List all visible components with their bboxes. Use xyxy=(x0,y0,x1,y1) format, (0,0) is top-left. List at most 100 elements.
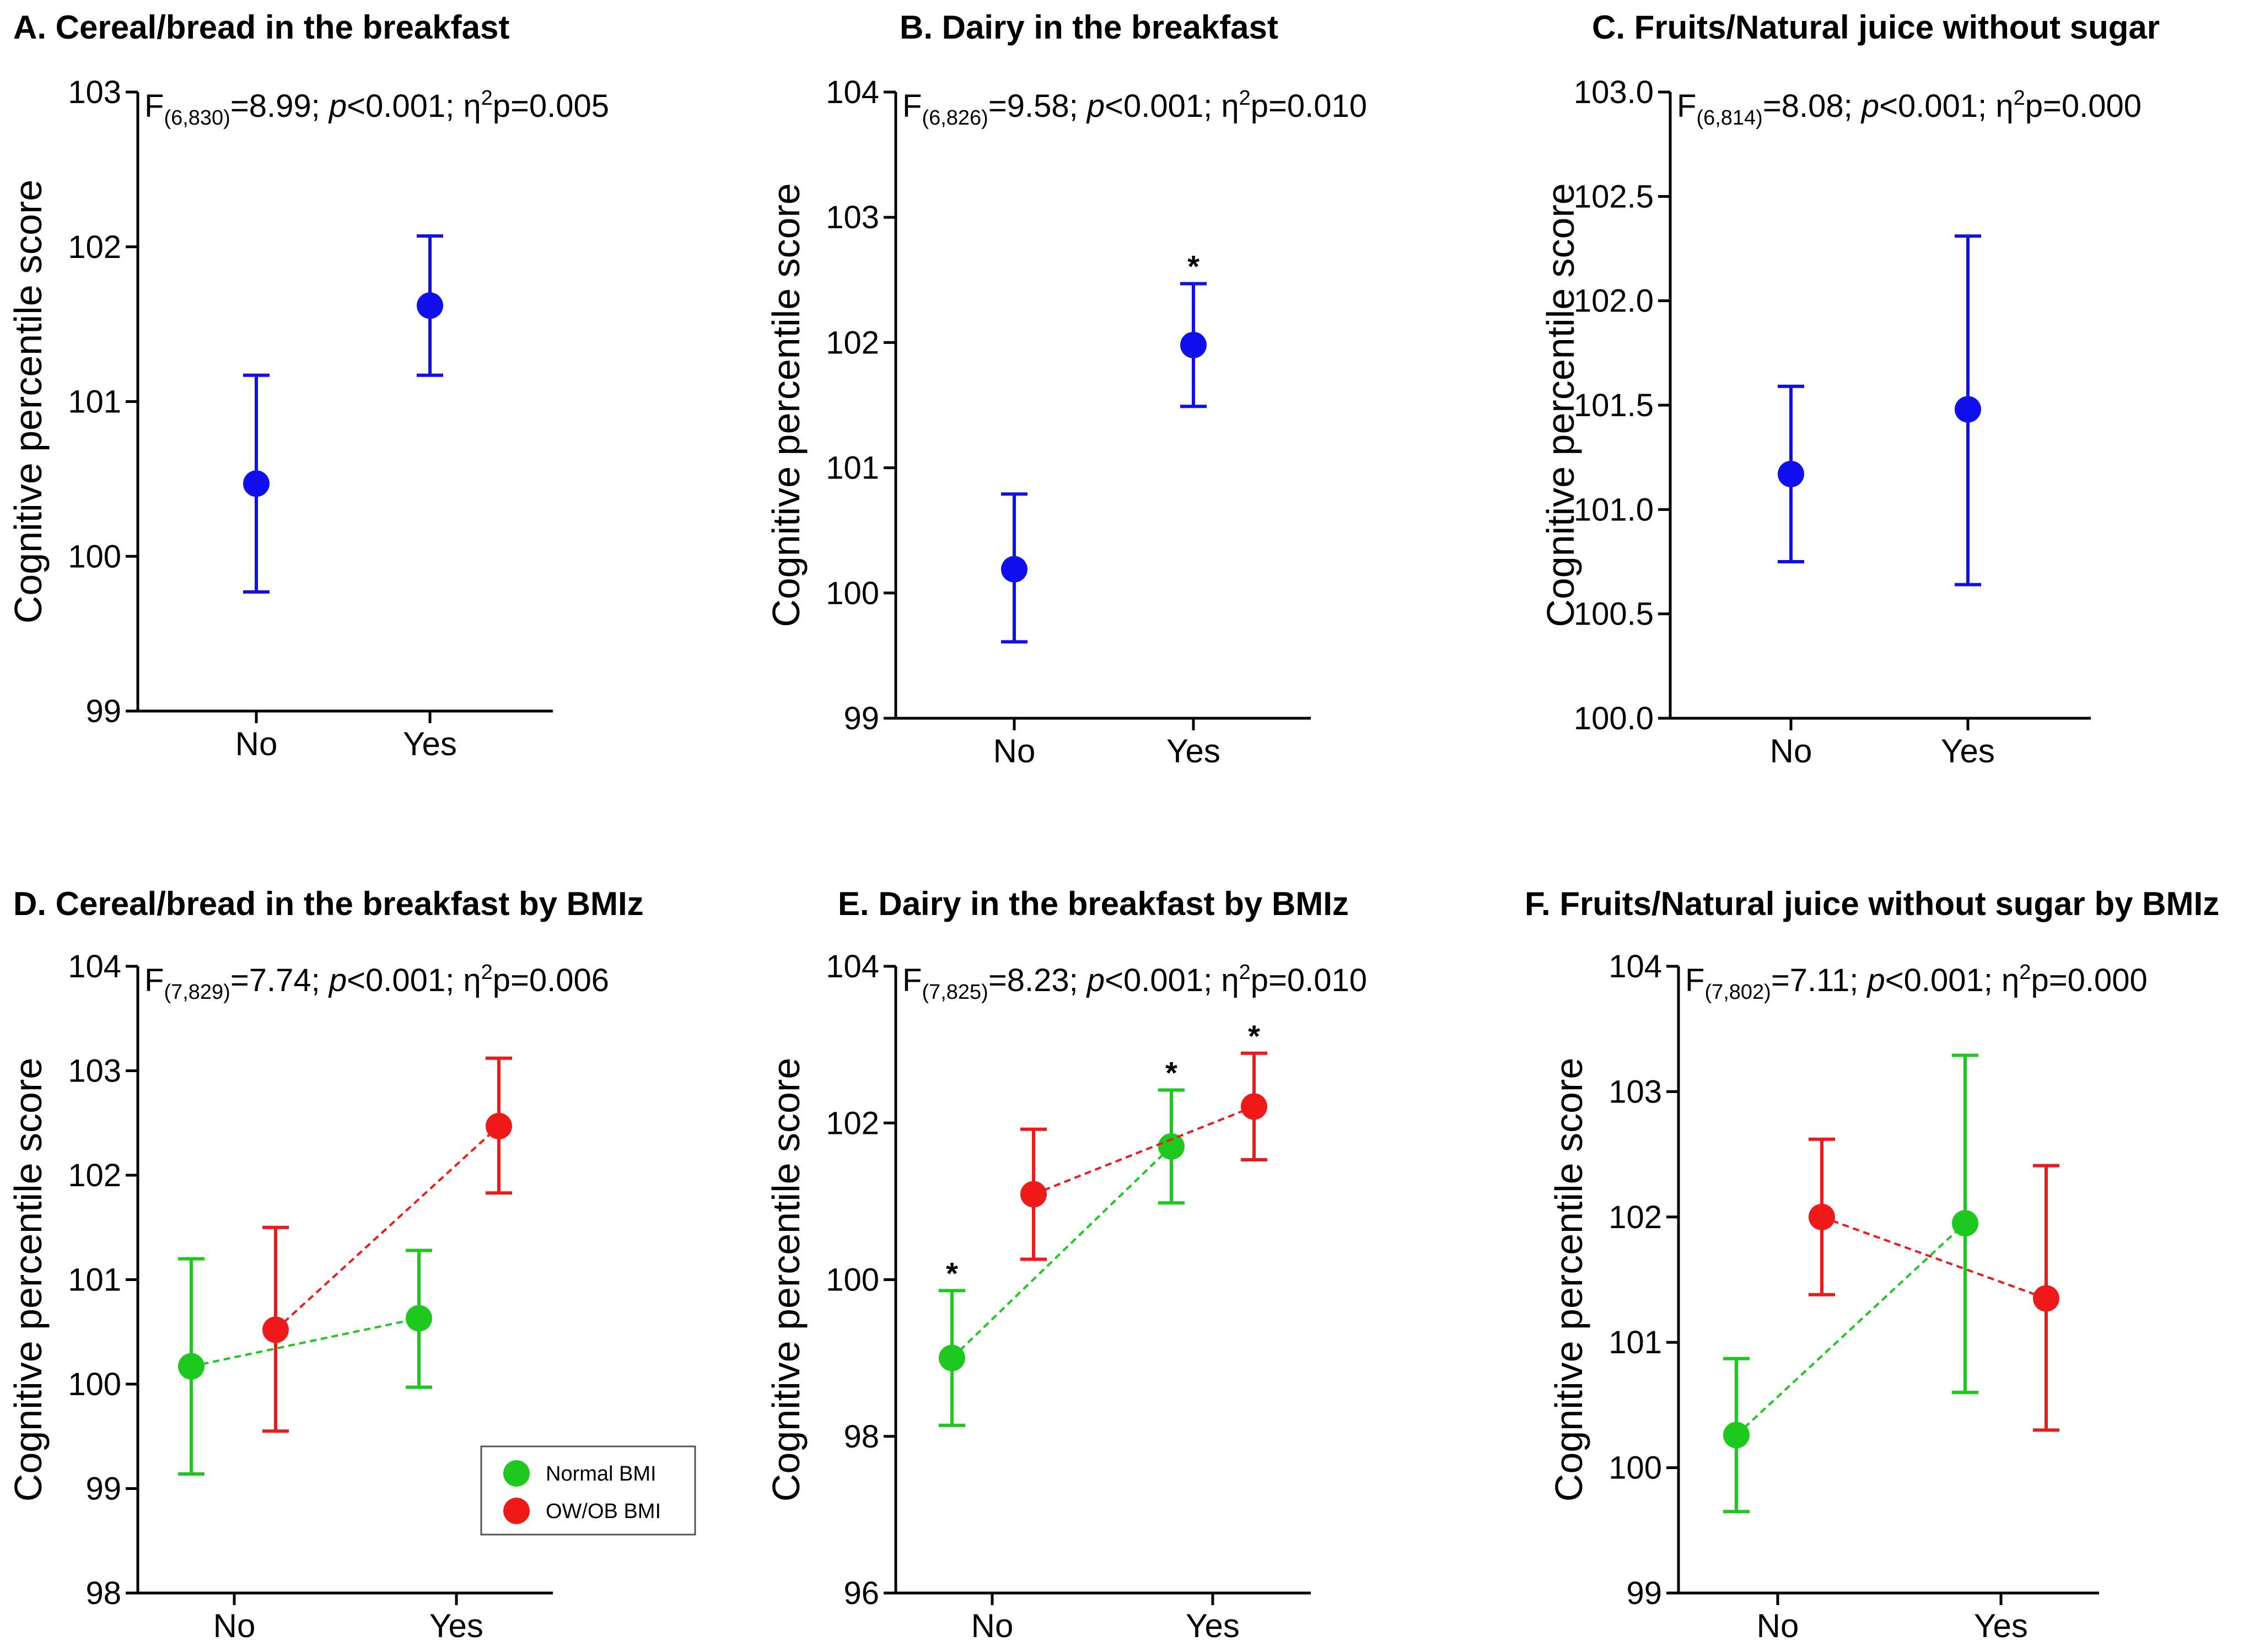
y-axis-label: Cognitive percentile score xyxy=(765,1058,808,1502)
y-tick-label: 100 xyxy=(68,539,121,574)
y-tick-label: 103.0 xyxy=(1574,74,1654,110)
chart-title: A. Cereal/bread in the breakfast xyxy=(13,9,509,46)
data-point xyxy=(1158,1133,1185,1160)
chart-panel-a: A. Cereal/bread in the breakfast 99 100 101… xyxy=(7,9,609,762)
stat-text: F(7,802)=7.11; p<0.001; η2p=0.000 xyxy=(1685,961,2148,1004)
y-axis-label: Cognitive percentile score xyxy=(1547,1058,1590,1502)
x-tick-label: Yes xyxy=(1941,733,1995,770)
y-tick-label: 100 xyxy=(1608,1450,1662,1486)
y-tick-label: 100 xyxy=(826,1262,879,1298)
x-tick-label: No xyxy=(993,733,1036,770)
y-tick-label: 102.0 xyxy=(1574,283,1654,319)
legend-label: Normal BMI xyxy=(546,1462,657,1486)
stat-text: F(7,829)=7.74; p<0.001; η2p=0.006 xyxy=(144,961,609,1004)
y-tick-label: 101 xyxy=(1608,1325,1662,1360)
y-tick-label: 102 xyxy=(68,1158,121,1193)
y-tick-label: 102 xyxy=(68,229,121,265)
data-point xyxy=(1952,1210,1978,1237)
y-tick-label: 102.5 xyxy=(1574,179,1654,214)
chart-title: E. Dairy in the breakfast by BMIz xyxy=(838,885,1349,922)
x-tick-label: Yes xyxy=(1186,1607,1240,1644)
data-point xyxy=(1001,556,1027,583)
y-tick-label: 99 xyxy=(1626,1575,1662,1611)
chart-title: C. Fruits/Natural juice without sugar xyxy=(1592,9,2160,46)
series-line xyxy=(1735,1222,1966,1436)
data-point xyxy=(1778,460,1804,487)
y-tick-label: 98 xyxy=(85,1575,121,1611)
stat-text: F(7,825)=8.23; p<0.001; η2p=0.010 xyxy=(902,961,1367,1004)
y-tick-label: 96 xyxy=(843,1575,879,1611)
y-tick-label: 99 xyxy=(843,701,879,736)
y-tick-label: 103 xyxy=(1608,1074,1662,1110)
significance-marker: * xyxy=(1248,1019,1260,1053)
stat-text: F(6,826)=9.58; p<0.001; η2p=0.010 xyxy=(902,87,1367,130)
legend-label: OW/OB BMI xyxy=(546,1500,661,1523)
chart-panel-c: C. Fruits/Natural juice without sugar 100… xyxy=(1539,9,2160,770)
series-line xyxy=(191,1317,419,1368)
y-tick-label: 100 xyxy=(68,1366,121,1402)
chart-title: F. Fruits/Natural juice without sugar by… xyxy=(1525,885,2219,922)
x-tick-label: No xyxy=(1757,1607,1799,1644)
y-axis-label: Cognitive percentile score xyxy=(7,1058,50,1502)
y-tick-label: 101 xyxy=(68,1262,121,1298)
significance-marker: * xyxy=(946,1256,958,1290)
y-tick-label: 99 xyxy=(85,693,121,729)
y-tick-label: 103 xyxy=(68,1053,121,1089)
y-tick-label: 102 xyxy=(826,1105,879,1141)
y-tick-label: 101 xyxy=(68,384,121,420)
x-tick-label: Yes xyxy=(429,1607,483,1644)
data-point xyxy=(243,470,270,497)
series-line xyxy=(1821,1215,2047,1300)
x-tick-label: No xyxy=(213,1607,256,1644)
data-point xyxy=(262,1316,289,1343)
y-tick-label: 100.0 xyxy=(1574,701,1654,736)
y-tick-label: 100 xyxy=(826,575,879,611)
data-point xyxy=(939,1344,965,1371)
y-axis-label: Cognitive percentile score xyxy=(7,180,50,623)
x-tick-label: Yes xyxy=(1974,1607,2028,1644)
chart-panel-d: D. Cereal/bread in the breakfast by BMIz… xyxy=(7,885,696,1644)
chart-title: B. Dairy in the breakfast xyxy=(900,9,1278,46)
data-point xyxy=(1020,1181,1047,1208)
legend-marker xyxy=(503,1498,530,1524)
data-point xyxy=(1809,1203,1835,1230)
series-line xyxy=(1033,1105,1255,1196)
y-tick-label: 98 xyxy=(843,1419,879,1455)
stat-text: F(6,814)=8.08; p<0.001; η2p=0.000 xyxy=(1677,87,2142,130)
y-axis-label: Cognitive percentile score xyxy=(765,183,808,627)
y-tick-label: 100.5 xyxy=(1574,596,1654,632)
data-point xyxy=(417,292,443,319)
x-tick-label: No xyxy=(971,1607,1014,1644)
significance-marker: * xyxy=(1187,249,1199,284)
data-point xyxy=(2033,1285,2059,1312)
y-axis-label: Cognitive percentile score xyxy=(1539,183,1582,627)
x-tick-label: No xyxy=(1770,733,1812,770)
y-tick-label: 101 xyxy=(826,450,879,486)
data-point xyxy=(1723,1422,1750,1449)
y-tick-label: 102 xyxy=(826,325,879,360)
legend: Normal BMI OW/OB BMI xyxy=(480,1445,696,1536)
chart-panel-b: B. Dairy in the breakfast 99 100 101 102 103 1… xyxy=(765,9,1367,770)
y-tick-label: 104 xyxy=(68,949,121,984)
chart-panel-e: E. Dairy in the breakfast by BMIz 96 98 100… xyxy=(765,885,1367,1644)
y-tick-label: 99 xyxy=(85,1471,121,1507)
data-point xyxy=(1241,1093,1267,1120)
data-point xyxy=(1180,331,1207,358)
y-tick-label: 101.5 xyxy=(1574,388,1654,423)
data-point xyxy=(486,1112,512,1139)
y-tick-label: 104 xyxy=(826,74,879,110)
data-point xyxy=(1955,396,1981,423)
y-tick-label: 101.0 xyxy=(1574,492,1654,528)
chart-panel-f: F. Fruits/Natural juice without sugar by… xyxy=(1525,885,2219,1644)
series-line xyxy=(951,1145,1172,1359)
chart-title: D. Cereal/bread in the breakfast by BMIz xyxy=(13,885,644,922)
legend-marker xyxy=(503,1460,530,1487)
significance-marker: * xyxy=(1165,1056,1177,1090)
stat-text: F(6,830)=8.99; p<0.001; η2p=0.005 xyxy=(144,87,609,130)
series-line xyxy=(275,1125,500,1331)
data-point xyxy=(406,1305,432,1332)
y-tick-label: 102 xyxy=(1608,1199,1662,1235)
y-tick-label: 104 xyxy=(826,949,879,984)
y-tick-label: 103 xyxy=(68,74,121,110)
